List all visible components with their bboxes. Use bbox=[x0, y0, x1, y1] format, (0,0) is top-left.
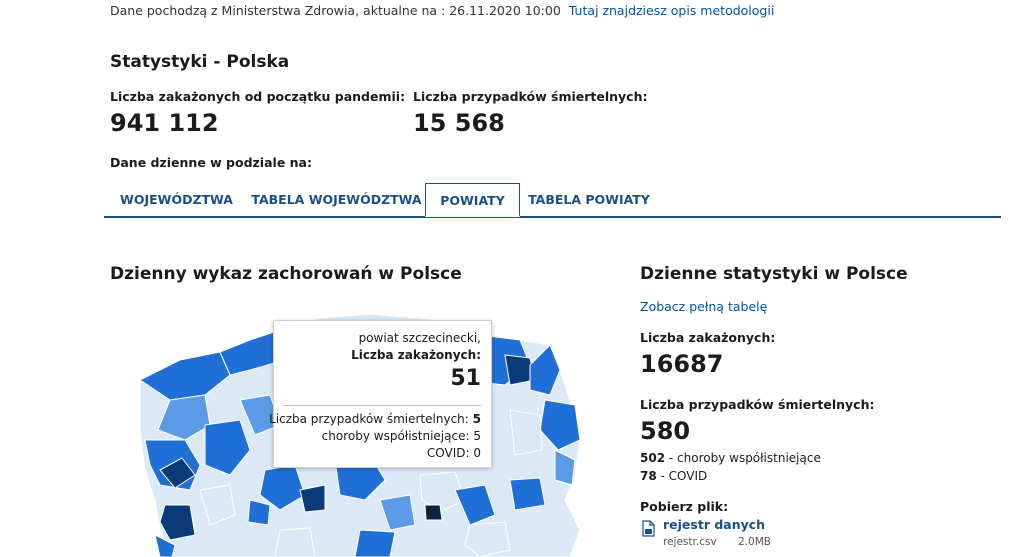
tooltip-comorbid-value: 5 bbox=[473, 429, 481, 443]
map-region bbox=[204, 419, 251, 476]
map-region bbox=[159, 457, 196, 489]
file-name: rejestr.csv bbox=[663, 536, 717, 548]
daily-comorbid-text: - choroby współistniejące bbox=[668, 451, 821, 465]
map-region bbox=[464, 521, 511, 557]
tooltip-deaths-line: Liczba przypadków śmiertelnych: 5 bbox=[269, 412, 481, 426]
tooltip-deaths-value: 5 bbox=[472, 412, 481, 426]
daily-covid-text: - COVID bbox=[660, 469, 708, 483]
tooltip-infected-label: Liczba zakażonych: bbox=[351, 348, 481, 362]
map-region bbox=[354, 529, 396, 557]
full-table-link[interactable]: Zobacz pełną tabelę bbox=[640, 299, 768, 314]
tooltip-covid-line: COVID: 0 bbox=[427, 446, 481, 460]
tab-tabela-powiaty[interactable]: TABELA POWIATY bbox=[528, 192, 650, 207]
tooltip-comorbid-line: choroby współistniejące: 5 bbox=[322, 429, 481, 443]
map-region bbox=[299, 484, 326, 513]
total-infected-label: Liczba zakażonych od początku pandemii: bbox=[110, 89, 406, 104]
download-label: Pobierz plik: bbox=[640, 499, 729, 514]
map-region bbox=[159, 504, 196, 541]
tab-tabela-wojewodztwa[interactable]: TABELA WOJEWÓDZTWA bbox=[251, 192, 422, 207]
map-region bbox=[509, 409, 543, 456]
data-source-note: Dane pochodzą z Ministerstwa Zdrowia, ak… bbox=[110, 3, 774, 18]
tooltip-comorbid-label: choroby współistniejące: bbox=[321, 429, 470, 443]
tooltip-deaths-label: Liczba przypadków śmiertelnych: bbox=[269, 412, 469, 426]
tab-wojewodztwa[interactable]: WOJEWÓDZTWA bbox=[120, 192, 233, 207]
total-infected-value: 941 112 bbox=[110, 109, 219, 137]
tooltip-divider bbox=[284, 405, 481, 406]
stats-title: Statystyki - Polska bbox=[110, 52, 290, 72]
file-size: 2.0MB bbox=[738, 536, 771, 548]
file-icon[interactable] bbox=[642, 520, 655, 537]
map-region bbox=[157, 394, 211, 441]
map-region bbox=[247, 499, 271, 526]
daily-covid-count: 78 bbox=[640, 469, 657, 483]
map-region bbox=[379, 494, 416, 531]
source-text: Dane pochodzą z Ministerstwa Zdrowia, ak… bbox=[110, 3, 561, 18]
map-region bbox=[509, 477, 546, 511]
daily-infected-label: Liczba zakażonych: bbox=[640, 330, 776, 345]
daily-comorbid-count: 502 bbox=[640, 451, 666, 465]
daily-comorbid-line: 502 - choroby współistniejące bbox=[640, 451, 821, 465]
daily-infected-value: 16687 bbox=[640, 350, 724, 378]
daily-split-label: Dane dzienne w podziale na: bbox=[110, 155, 312, 170]
daily-deaths-value: 580 bbox=[640, 417, 691, 445]
tooltip-covid-label: COVID: bbox=[426, 446, 470, 460]
map-region bbox=[424, 504, 443, 521]
tooltip-infected-value: 51 bbox=[450, 366, 481, 391]
tab-powiaty[interactable]: POWIATY bbox=[425, 183, 520, 217]
map-region bbox=[419, 471, 466, 513]
map-region bbox=[154, 534, 176, 557]
tooltip-county: powiat szczecinecki, bbox=[358, 331, 481, 345]
map-tooltip: powiat szczecinecki, Liczba zakażonych: … bbox=[269, 320, 492, 468]
map-region bbox=[554, 449, 576, 486]
tab-bar: WOJEWÓDZTWA TABELA WOJEWÓDZTWA POWIATY T… bbox=[104, 183, 1001, 218]
map-section-title: Dzienny wykaz zachorowań w Polsce bbox=[110, 264, 462, 284]
total-deaths-value: 15 568 bbox=[413, 109, 505, 137]
map-region bbox=[454, 484, 496, 526]
daily-stats-title: Dzienne statystyki w Polsce bbox=[640, 264, 908, 284]
register-file-link[interactable]: rejestr danych bbox=[663, 517, 766, 532]
map-region bbox=[199, 484, 236, 526]
map-region bbox=[274, 527, 316, 557]
methodology-link[interactable]: Tutaj znajdziesz opis metodologii bbox=[568, 3, 775, 18]
map-region bbox=[529, 344, 561, 396]
total-deaths-label: Liczba przypadków śmiertelnych: bbox=[413, 89, 648, 104]
daily-deaths-label: Liczba przypadków śmiertelnych: bbox=[640, 397, 875, 412]
tooltip-covid-value: 0 bbox=[473, 446, 481, 460]
daily-covid-line: 78 - COVID bbox=[640, 469, 707, 483]
